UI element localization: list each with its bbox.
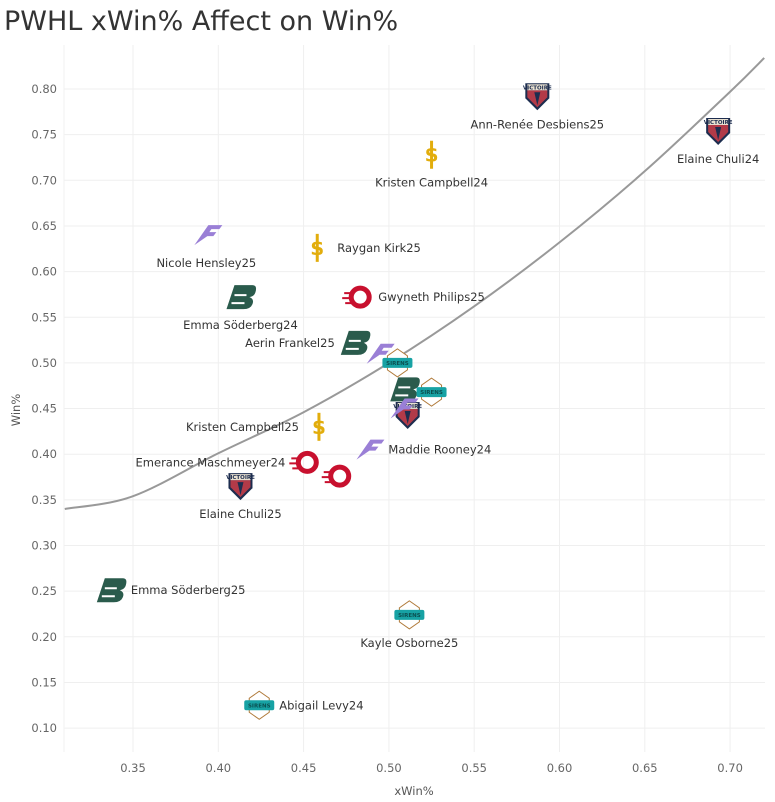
point-fleet bbox=[226, 285, 257, 310]
y-tick-label: 0.50 bbox=[31, 356, 57, 370]
point-sirens: Sirens bbox=[416, 377, 447, 407]
sceptres-s-glyph: $ bbox=[310, 236, 324, 260]
fleet-b-icon bbox=[96, 578, 127, 603]
y-tick-label: 0.30 bbox=[31, 539, 57, 553]
team-logo-text: Sirens bbox=[386, 361, 409, 367]
x-tick-label: 0.70 bbox=[717, 761, 743, 775]
y-tick-label: 0.15 bbox=[31, 675, 57, 689]
point-label: Aerin Frankel25 bbox=[245, 336, 335, 350]
point-charge bbox=[289, 450, 319, 474]
point-label: Kristen Campbell24 bbox=[375, 176, 488, 190]
point-charge bbox=[321, 464, 352, 488]
y-tick-label: 0.45 bbox=[31, 402, 57, 416]
point-label: Abigail Levy24 bbox=[279, 698, 363, 712]
x-tick-label: 0.60 bbox=[547, 761, 573, 775]
grid bbox=[63, 45, 765, 752]
frost-f-icon bbox=[390, 398, 419, 419]
y-tick-label: 0.25 bbox=[31, 584, 57, 598]
team-logo-text: Victoire bbox=[226, 475, 255, 481]
y-tick-label: 0.70 bbox=[31, 173, 57, 187]
y-tick-label: 0.75 bbox=[31, 128, 57, 142]
point-frost bbox=[390, 398, 419, 419]
x-tick-label: 0.55 bbox=[461, 761, 487, 775]
x-tick-label: 0.65 bbox=[632, 761, 658, 775]
point-label: Kristen Campbell25 bbox=[186, 420, 299, 434]
point-fleet bbox=[96, 578, 127, 603]
y-tick-label: 0.35 bbox=[31, 493, 57, 507]
point-sirens: Sirens bbox=[394, 600, 425, 630]
point-label: Nicole Hensley25 bbox=[156, 256, 256, 270]
point-sceptres: $ bbox=[310, 233, 324, 262]
sceptres-s-glyph: $ bbox=[425, 143, 439, 167]
point-label: Ann-Renée Desbiens25 bbox=[470, 117, 604, 131]
y-tick-label: 0.65 bbox=[31, 219, 57, 233]
point-frost bbox=[356, 439, 385, 460]
point-label: Gwyneth Philips25 bbox=[378, 290, 485, 304]
fleet-b-icon bbox=[390, 377, 420, 402]
point-victoire: Victoire bbox=[226, 473, 255, 501]
point-fleet bbox=[390, 377, 420, 402]
point-label: Maddie Rooney24 bbox=[388, 443, 491, 457]
x-tick-label: 0.45 bbox=[291, 761, 317, 775]
y-tick-label: 0.10 bbox=[31, 721, 57, 735]
point-victoire: Victoire bbox=[704, 117, 733, 145]
fleet-b-icon bbox=[226, 285, 257, 310]
point-sceptres: $ bbox=[425, 140, 439, 169]
point-victoire: Victoire bbox=[523, 83, 552, 111]
y-tick-label: 0.80 bbox=[31, 82, 57, 96]
trend-line bbox=[64, 57, 765, 510]
sceptres-s-glyph: $ bbox=[312, 415, 326, 439]
team-logo-text: Victoire bbox=[523, 85, 552, 91]
frost-f-icon bbox=[194, 225, 223, 246]
chart-title: PWHL xWin% Affect on Win% bbox=[4, 6, 399, 37]
point-sceptres: $ bbox=[312, 412, 326, 441]
point-frost bbox=[366, 343, 395, 364]
tick-labels: 0.35 0.40 0.45 0.50 0.55 0.60 0.65 0.70 0.10 0.15… bbox=[31, 82, 743, 775]
point-label: Emma Söderberg24 bbox=[183, 318, 298, 332]
point-charge bbox=[342, 285, 372, 309]
point-fleet bbox=[340, 330, 371, 355]
y-axis-title: Win% bbox=[9, 394, 23, 427]
point-label: Elaine Chuli25 bbox=[199, 507, 281, 521]
y-tick-label: 0.40 bbox=[31, 447, 57, 461]
x-tick-label: 0.50 bbox=[376, 761, 402, 775]
fleet-b-icon bbox=[340, 330, 371, 355]
x-axis-title: xWin% bbox=[394, 784, 433, 798]
point-sirens: Sirens bbox=[244, 690, 275, 720]
team-logo-text: Sirens bbox=[248, 703, 271, 709]
frost-f-icon bbox=[366, 343, 395, 364]
team-logo-text: Victoire bbox=[704, 120, 733, 126]
point-label: Emerance Maschmeyer24 bbox=[136, 455, 286, 469]
team-logo-text: Sirens bbox=[420, 390, 443, 396]
point-label: Raygan Kirk25 bbox=[337, 241, 421, 255]
point-label: Kayle Osborne25 bbox=[360, 636, 458, 650]
frost-f-icon bbox=[356, 439, 385, 460]
x-tick-label: 0.35 bbox=[120, 761, 146, 775]
point-sirens: Sirens bbox=[382, 348, 413, 378]
team-logo-text: Sirens bbox=[398, 613, 421, 619]
point-label: Emma Söderberg25 bbox=[131, 583, 246, 597]
point-frost bbox=[194, 225, 223, 246]
x-tick-label: 0.40 bbox=[205, 761, 231, 775]
y-tick-label: 0.60 bbox=[31, 265, 57, 279]
points: Victoire Ann-Renée Desbiens25 Victoire Elai… bbox=[96, 83, 759, 720]
y-tick-label: 0.55 bbox=[31, 310, 57, 324]
point-label: Elaine Chuli24 bbox=[677, 152, 759, 166]
y-tick-label: 0.20 bbox=[31, 630, 57, 644]
